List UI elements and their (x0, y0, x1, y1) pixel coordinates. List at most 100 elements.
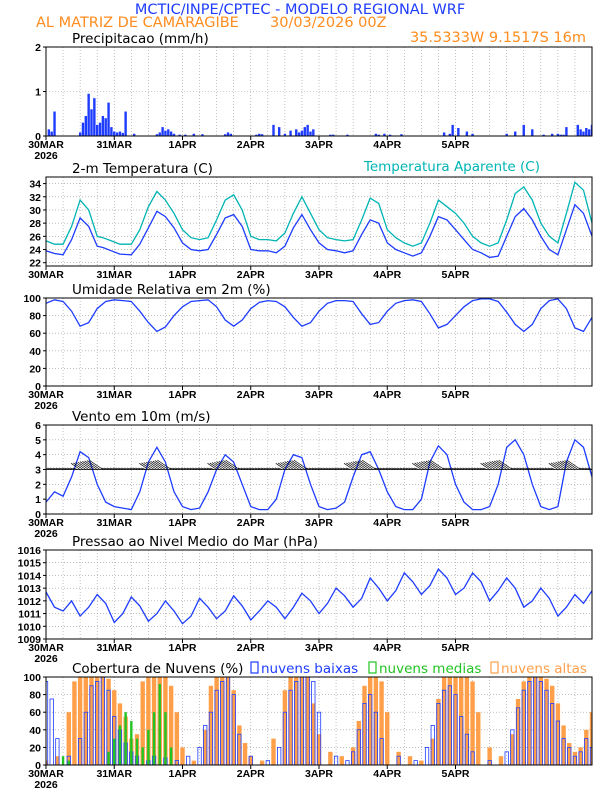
cloud-low-bar (186, 755, 191, 765)
wind-barb (178, 467, 183, 470)
wind-barb (79, 461, 92, 470)
precip-bar (448, 133, 452, 136)
cloud-high-bar (498, 756, 504, 765)
cloud-high-bar (299, 677, 305, 765)
wind-barb (487, 461, 499, 470)
wind-barb (61, 467, 67, 470)
wind-barb (84, 460, 98, 470)
cloud-high-bar (231, 690, 236, 765)
precip-year-label: 2026 (34, 150, 58, 162)
cloud-mid-bar (107, 751, 110, 765)
precip-xtick-label: 31MAR (96, 139, 132, 151)
wind-barb (418, 461, 431, 470)
temperature-xtick-label: 5APR (441, 269, 469, 281)
cloud-high-bar (112, 690, 117, 765)
wind-barb (442, 467, 448, 470)
cloud-low-bar (294, 681, 299, 765)
wind-barb (391, 467, 396, 470)
wind-barb (257, 467, 263, 470)
cloud-low-bar (282, 711, 287, 765)
cloud-high-bar (294, 677, 299, 765)
wind-barb (489, 461, 502, 470)
wind-barb (584, 467, 590, 470)
cloud-low-bar (299, 677, 305, 765)
precip-bar (95, 124, 99, 136)
wind-ytick-label: 6 (35, 420, 41, 432)
wind-barb (491, 461, 505, 470)
wind-barb (326, 467, 331, 470)
humidity-xtick-label: 2APR (237, 389, 265, 401)
precip-xtick-label: 4APR (373, 139, 401, 151)
cloud-high-bar (282, 690, 288, 765)
cloud-high-bar (94, 677, 100, 765)
precip-bar (132, 133, 136, 136)
precip-bar (505, 133, 508, 136)
wind-barb (249, 467, 254, 470)
precip-bar (465, 131, 469, 136)
wind-barb (206, 467, 212, 470)
wind-series-0-line (46, 438, 592, 511)
precip-bar (383, 133, 386, 136)
wind-barb (516, 467, 522, 470)
wind-year-label: 2026 (34, 528, 58, 540)
cloud-high-bar (407, 756, 413, 765)
cloud-high-bar (356, 721, 362, 765)
humidity-ytick-label: 0 (35, 381, 41, 393)
wind-barb (200, 467, 206, 470)
cloud-low-bar (46, 681, 49, 765)
wind-barb (293, 459, 308, 470)
precip-bar (451, 124, 454, 136)
pressure-series-0-line (46, 567, 592, 625)
cloud-low-bar (362, 703, 367, 765)
wind-barb (412, 463, 422, 470)
wind-barb (50, 467, 55, 470)
wind-barb (112, 467, 118, 470)
wind-barb (183, 467, 189, 470)
wind-barb (55, 467, 61, 470)
wind-barb (209, 462, 220, 470)
wind-barb (107, 467, 112, 470)
cloud-mid-bar (113, 738, 116, 765)
wind-barb (527, 467, 533, 470)
wind-barb (399, 467, 405, 470)
wind-barb (468, 467, 473, 470)
cloud-low-bar (544, 689, 549, 765)
wind-barb (67, 467, 72, 470)
cloud-high-bar (544, 678, 549, 765)
precip-bar (113, 131, 116, 136)
wind-barb (550, 467, 556, 470)
humidity-ytick-label: 80 (29, 311, 41, 323)
cloud-low-bar (413, 760, 418, 765)
wind-barb (266, 467, 271, 470)
cloud-high-bar (180, 747, 185, 765)
cloud-low-bar (527, 681, 532, 765)
wind-barb (394, 467, 399, 470)
precip-bar (272, 124, 275, 136)
temperature-series-0-line (46, 203, 592, 259)
wind-barb (451, 467, 456, 470)
precip-bar (169, 131, 173, 136)
wind-barb (152, 460, 166, 470)
wind-barb (282, 461, 294, 470)
cloud-high-bar (191, 760, 197, 765)
temperature-ytick-label: 26 (29, 231, 41, 243)
cloud-high-bar (77, 677, 83, 765)
wind-barb (430, 459, 445, 470)
cloud-low-bar (220, 681, 225, 765)
cloud-low-bar (248, 755, 253, 765)
wind-barb (459, 467, 465, 470)
wind-barb (138, 467, 143, 470)
humidity-frame (45, 297, 593, 387)
wind-barb (564, 460, 578, 470)
wind-barb (445, 467, 450, 470)
cloud-low-bar (572, 755, 578, 765)
wind-barb (559, 461, 573, 470)
pressure-xtick-label: 3APR (305, 642, 333, 654)
wind-barb (566, 459, 581, 470)
wind-barb (405, 467, 411, 470)
wind-barb (254, 467, 260, 470)
wind-barb (555, 461, 567, 470)
precip-bar (258, 133, 261, 136)
legend-label-1: nuvens medias (379, 661, 481, 677)
wind-barb (343, 467, 348, 470)
